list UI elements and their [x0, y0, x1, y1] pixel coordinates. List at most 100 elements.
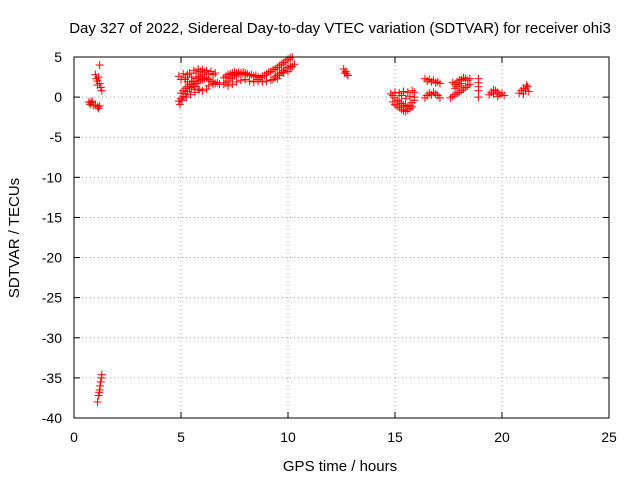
data-point — [94, 73, 103, 82]
data-point — [95, 101, 104, 110]
data-point — [94, 391, 103, 400]
data-point — [228, 80, 237, 89]
data-point — [213, 78, 222, 87]
data-point — [489, 85, 498, 94]
data-point — [269, 65, 278, 74]
data-point — [455, 81, 464, 90]
data-point — [204, 81, 213, 90]
data-point — [254, 75, 263, 84]
y-tick-label: -25 — [42, 290, 62, 306]
data-point — [395, 103, 404, 112]
data-point — [342, 69, 351, 78]
data-point — [401, 94, 410, 103]
data-point — [281, 57, 290, 66]
data-point — [446, 93, 455, 102]
data-point — [95, 79, 104, 88]
x-axis-label: GPS time / hours — [283, 458, 397, 475]
data-point — [241, 75, 250, 84]
y-tick-label: -20 — [42, 250, 62, 266]
data-point — [243, 69, 252, 78]
data-point — [202, 66, 211, 75]
data-point — [256, 73, 265, 82]
data-point — [189, 82, 198, 91]
data-point — [181, 84, 190, 93]
data-point — [194, 85, 203, 94]
data-point — [96, 381, 105, 390]
data-point — [178, 96, 187, 105]
data-point — [431, 78, 440, 87]
data-point — [435, 79, 444, 88]
x-tick-label: 5 — [177, 429, 185, 445]
data-point — [202, 73, 211, 82]
data-point — [448, 78, 457, 87]
data-point — [198, 86, 207, 95]
data-point — [186, 90, 195, 99]
x-tick-label: 10 — [280, 429, 296, 445]
data-point — [174, 72, 183, 81]
data-point — [194, 73, 203, 82]
data-point — [266, 67, 275, 76]
data-point — [182, 93, 191, 102]
data-point — [195, 85, 204, 94]
data-point — [408, 102, 417, 111]
data-point — [93, 397, 102, 406]
data-point — [495, 90, 504, 99]
data-point — [264, 68, 273, 77]
data-point — [91, 101, 100, 110]
data-point — [266, 76, 275, 85]
data-point — [286, 53, 295, 62]
data-point — [183, 70, 192, 79]
data-point — [423, 77, 432, 86]
data-point — [191, 74, 200, 83]
data-point — [271, 65, 280, 74]
data-point — [410, 96, 419, 105]
data-point — [405, 104, 414, 113]
data-point — [200, 74, 209, 83]
data-point — [521, 85, 530, 94]
data-point — [273, 74, 282, 83]
data-point — [408, 86, 417, 95]
data-point — [524, 87, 533, 96]
data-point — [448, 92, 457, 101]
data-point — [450, 84, 459, 93]
data-point — [209, 70, 218, 79]
data-point — [95, 388, 104, 397]
data-point — [429, 88, 438, 97]
y-tick-label: -10 — [42, 169, 62, 185]
data-point — [211, 79, 220, 88]
data-point — [459, 85, 468, 94]
data-point — [459, 73, 468, 82]
data-point — [435, 93, 444, 102]
data-point — [93, 81, 102, 90]
data-point — [399, 106, 408, 115]
data-point — [226, 69, 235, 78]
y-axis-label: SDTVAR / TECUs — [6, 178, 23, 298]
data-point — [279, 69, 288, 78]
data-point — [455, 88, 464, 97]
data-point — [403, 105, 412, 114]
data-point — [88, 97, 97, 106]
data-point — [206, 77, 215, 86]
data-point — [491, 86, 500, 95]
data-point — [393, 101, 402, 110]
data-point — [277, 60, 286, 69]
data-point — [493, 92, 502, 101]
x-tick-label: 0 — [70, 429, 78, 445]
data-point — [175, 100, 184, 109]
data-point — [258, 72, 267, 81]
data-point — [273, 63, 282, 72]
data-point — [391, 88, 399, 97]
data-point — [277, 68, 286, 77]
data-point — [224, 70, 233, 79]
data-point — [405, 92, 414, 101]
data-point — [391, 100, 399, 109]
data-point — [271, 73, 280, 82]
data-point — [221, 72, 230, 81]
y-tick-label: 5 — [54, 49, 62, 65]
x-tick-label: 20 — [494, 429, 510, 445]
data-point — [290, 60, 299, 69]
data-point — [523, 82, 532, 91]
data-point — [239, 68, 248, 77]
x-tick-label: 15 — [387, 429, 403, 445]
